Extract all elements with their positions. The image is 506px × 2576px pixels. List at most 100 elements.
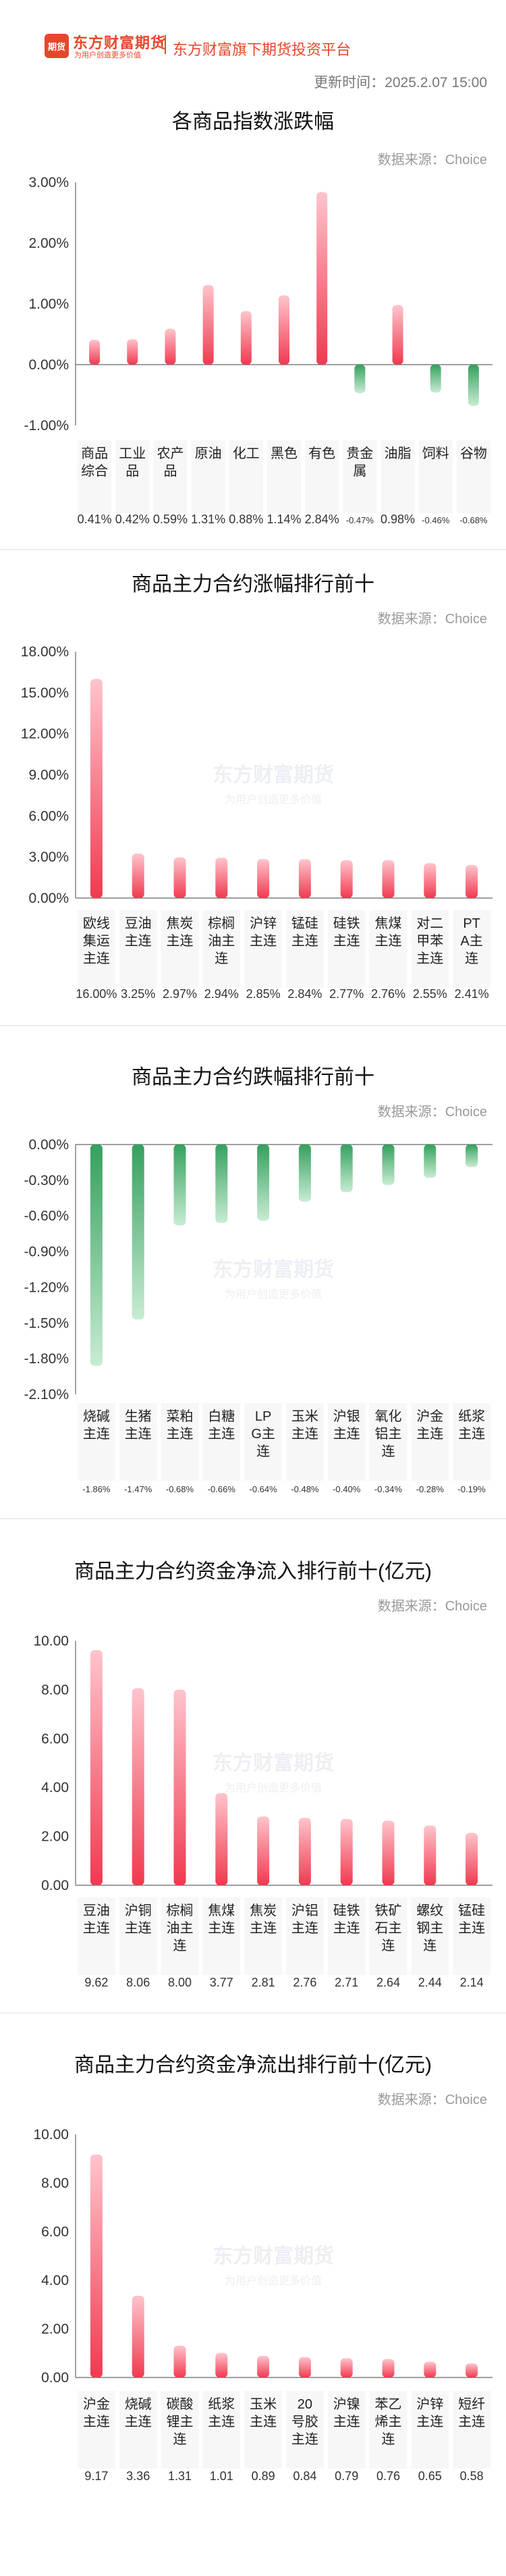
category-cell bbox=[202, 2391, 241, 2469]
category-cell bbox=[78, 440, 112, 513]
category-label: 原油 bbox=[195, 446, 222, 461]
category-label: 白糖主连 bbox=[208, 1409, 235, 1442]
category-label: 生猪主连 bbox=[125, 1409, 152, 1442]
value-label: -0.66% bbox=[208, 1484, 236, 1494]
bar bbox=[90, 1145, 103, 1366]
category-cell bbox=[244, 2391, 282, 2469]
value-label: 0.65 bbox=[418, 2469, 442, 2483]
category-cell bbox=[161, 1403, 199, 1481]
category-label: 欧线集运主连 bbox=[83, 916, 110, 966]
value-label: 0.84 bbox=[293, 2469, 316, 2483]
category-label: 沪锌主连 bbox=[250, 916, 277, 949]
y-tick-label: 6.00 bbox=[41, 2224, 69, 2240]
bar bbox=[340, 1145, 353, 1192]
value-label: 1.31 bbox=[168, 2469, 192, 2483]
bar bbox=[424, 2361, 437, 2377]
category-label: 烧碱主连 bbox=[83, 1409, 110, 1442]
y-tick-label: 2.00 bbox=[41, 2321, 69, 2337]
category-cell bbox=[78, 910, 115, 988]
platform-subtitle: 东方财富旗下期货投资平台 bbox=[173, 41, 352, 58]
y-tick-label: 3.00% bbox=[28, 175, 69, 190]
chart-title: 商品主力合约涨幅排行前十 bbox=[132, 573, 374, 596]
category-cell bbox=[327, 910, 366, 988]
chart-title: 各商品指数涨跌幅 bbox=[172, 111, 334, 133]
bar bbox=[132, 2296, 144, 2377]
bar bbox=[173, 2345, 186, 2377]
value-label: 0.58 bbox=[460, 2469, 484, 2483]
section-divider bbox=[0, 1025, 506, 1026]
bar bbox=[354, 365, 366, 394]
category-label: 纸浆主连 bbox=[208, 2396, 235, 2429]
bar bbox=[382, 1145, 395, 1185]
bar bbox=[202, 285, 214, 365]
category-label: 锰硅主连 bbox=[458, 1903, 485, 1936]
value-label: 2.81 bbox=[252, 1976, 275, 1989]
category-cell bbox=[266, 440, 302, 513]
y-tick-label: -0.30% bbox=[24, 1173, 69, 1188]
category-cell bbox=[453, 1403, 490, 1481]
y-tick-label: 2.00% bbox=[28, 236, 69, 251]
value-label: -0.34% bbox=[374, 1484, 403, 1494]
bar bbox=[132, 853, 144, 898]
category-label: 饲料 bbox=[422, 446, 449, 461]
bar bbox=[127, 339, 138, 365]
category-cell bbox=[327, 1403, 366, 1481]
value-label: -0.19% bbox=[457, 1484, 486, 1494]
category-label: 硅铁主连 bbox=[333, 916, 360, 949]
category-label: 对二甲苯主连 bbox=[416, 916, 443, 966]
watermark-name: 东方财富期货 bbox=[213, 1752, 334, 1775]
bar bbox=[90, 679, 103, 898]
section-divider bbox=[0, 1518, 506, 1519]
bar bbox=[466, 865, 478, 898]
y-tick-label: 18.00% bbox=[21, 644, 69, 660]
bar bbox=[424, 1825, 437, 1885]
category-cell bbox=[369, 2391, 407, 2469]
data-source-label: 数据来源：Choice bbox=[377, 153, 487, 167]
bar bbox=[240, 311, 252, 365]
category-label: 豆油主连 bbox=[83, 1903, 110, 1936]
y-tick-label: 0.00 bbox=[41, 1878, 69, 1893]
y-tick-label: -0.60% bbox=[24, 1209, 69, 1224]
y-tick-label: -2.10% bbox=[24, 1387, 69, 1402]
bar bbox=[466, 1145, 478, 1167]
category-cell bbox=[161, 2391, 199, 2469]
value-label: 2.14 bbox=[460, 1976, 484, 1989]
category-label: 玉米主连 bbox=[250, 2396, 277, 2429]
bar bbox=[165, 328, 176, 365]
category-label: 工业品 bbox=[119, 446, 146, 479]
category-cell bbox=[327, 2391, 366, 2469]
category-cell bbox=[202, 1897, 241, 1975]
value-label: 9.17 bbox=[84, 2469, 108, 2483]
category-label: 农产品 bbox=[157, 446, 184, 479]
data-source-label: 数据来源：Choice bbox=[377, 612, 487, 627]
value-label: 2.71 bbox=[335, 1976, 358, 1989]
category-cell bbox=[78, 1897, 115, 1975]
value-label: 3.77 bbox=[210, 1976, 233, 1989]
value-label: 2.64 bbox=[376, 1976, 400, 1989]
category-cell bbox=[286, 1897, 324, 1975]
category-cell bbox=[119, 1403, 157, 1481]
category-cell bbox=[369, 1897, 407, 1975]
bar bbox=[340, 2358, 353, 2377]
index-change-chart: 3.00% 2.00% 1.00% 0.00% -1.00% 商品综合 0.41% 工业品 0.… bbox=[24, 175, 493, 526]
bar bbox=[340, 860, 353, 898]
category-cell bbox=[191, 440, 225, 513]
inflow-chart-section: 商品主力合约资金净流入排行前十(亿元) 数据来源：Choice 东方财富期货 为用户创… bbox=[0, 1527, 506, 2014]
y-tick-label: 0.00% bbox=[28, 357, 69, 373]
category-label: 焦煤主连 bbox=[375, 916, 402, 949]
bar bbox=[89, 340, 101, 365]
category-label: PT A主连 bbox=[460, 916, 482, 966]
value-label: 2.55% bbox=[413, 987, 447, 1001]
value-label: 2.85% bbox=[246, 987, 281, 1001]
value-label: 16.00% bbox=[76, 987, 117, 1001]
category-cell bbox=[286, 2391, 324, 2469]
bar bbox=[257, 1145, 270, 1221]
y-tick-label: 12.00% bbox=[21, 727, 69, 742]
category-label: 商品综合 bbox=[81, 446, 108, 479]
category-cell bbox=[244, 910, 282, 988]
category-label: 苯乙烯主连 bbox=[375, 2396, 402, 2447]
category-label: 焦炭主连 bbox=[250, 1903, 277, 1936]
category-label: 碳酸锂主连 bbox=[167, 2396, 194, 2447]
y-tick-label: -1.00% bbox=[24, 418, 69, 433]
